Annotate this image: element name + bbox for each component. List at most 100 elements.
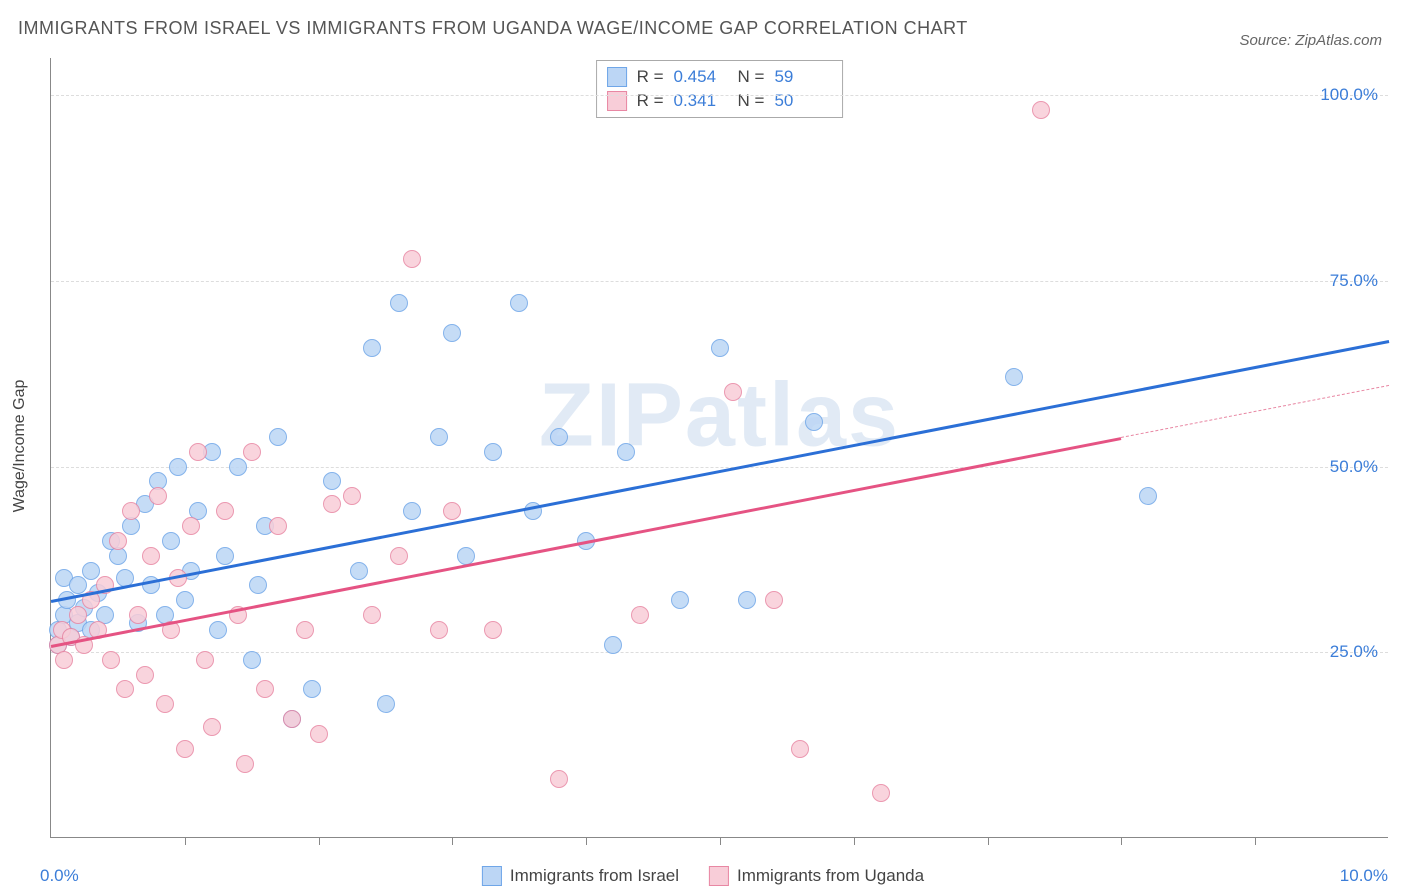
scatter-point xyxy=(283,710,301,728)
scatter-point xyxy=(303,680,321,698)
n-value: 59 xyxy=(774,67,828,87)
y-tick-label: 100.0% xyxy=(1320,85,1378,105)
scatter-point xyxy=(129,606,147,624)
y-tick-label: 75.0% xyxy=(1330,271,1378,291)
legend-stats: R = 0.454 N = 59 R = 0.341 N = 50 xyxy=(596,60,844,118)
y-axis-title: Wage/Income Gap xyxy=(11,380,29,513)
x-tick xyxy=(1255,837,1256,845)
x-tick xyxy=(854,837,855,845)
trend-line xyxy=(1121,385,1389,438)
n-value: 50 xyxy=(774,91,828,111)
scatter-point xyxy=(550,428,568,446)
scatter-point xyxy=(149,487,167,505)
legend-swatch xyxy=(607,91,627,111)
scatter-point xyxy=(136,666,154,684)
scatter-point xyxy=(162,532,180,550)
chart-title: IMMIGRANTS FROM ISRAEL VS IMMIGRANTS FRO… xyxy=(18,18,968,39)
scatter-point xyxy=(156,695,174,713)
scatter-point xyxy=(109,532,127,550)
scatter-point xyxy=(443,324,461,342)
plot-area: ZIPatlas R = 0.454 N = 59 R = 0.341 N = 50 25.0… xyxy=(50,58,1388,838)
n-label: N = xyxy=(738,91,765,111)
scatter-point xyxy=(203,718,221,736)
scatter-point xyxy=(209,621,227,639)
scatter-point xyxy=(122,502,140,520)
scatter-point xyxy=(189,443,207,461)
scatter-point xyxy=(671,591,689,609)
legend-series: Immigrants from Israel Immigrants from Ug… xyxy=(482,866,924,886)
scatter-point xyxy=(443,502,461,520)
x-tick-label: 10.0% xyxy=(1340,866,1388,886)
scatter-point xyxy=(102,651,120,669)
r-label: R = xyxy=(637,67,664,87)
scatter-point xyxy=(738,591,756,609)
scatter-point xyxy=(69,576,87,594)
scatter-point xyxy=(711,339,729,357)
gridline xyxy=(51,281,1388,282)
scatter-point xyxy=(550,770,568,788)
scatter-point xyxy=(631,606,649,624)
scatter-point xyxy=(617,443,635,461)
x-tick xyxy=(988,837,989,845)
scatter-point xyxy=(269,517,287,535)
x-tick xyxy=(1121,837,1122,845)
scatter-point xyxy=(116,680,134,698)
scatter-point xyxy=(296,621,314,639)
legend-stat-row: R = 0.454 N = 59 xyxy=(607,65,829,89)
scatter-point xyxy=(310,725,328,743)
scatter-point xyxy=(323,495,341,513)
x-tick xyxy=(185,837,186,845)
scatter-point xyxy=(403,250,421,268)
legend-swatch xyxy=(709,866,729,886)
scatter-point xyxy=(765,591,783,609)
scatter-point xyxy=(1005,368,1023,386)
scatter-point xyxy=(510,294,528,312)
legend-label: Immigrants from Israel xyxy=(510,866,679,886)
scatter-point xyxy=(363,606,381,624)
source-credit: Source: ZipAtlas.com xyxy=(1239,32,1382,49)
scatter-point xyxy=(377,695,395,713)
gridline xyxy=(51,95,1388,96)
legend-swatch xyxy=(607,67,627,87)
x-tick xyxy=(720,837,721,845)
scatter-point xyxy=(791,740,809,758)
scatter-point xyxy=(724,383,742,401)
scatter-point xyxy=(182,517,200,535)
gridline xyxy=(51,467,1388,468)
y-tick-label: 25.0% xyxy=(1330,642,1378,662)
scatter-point xyxy=(176,591,194,609)
trend-line xyxy=(51,340,1389,602)
scatter-point xyxy=(484,621,502,639)
scatter-point xyxy=(69,606,87,624)
scatter-point xyxy=(872,784,890,802)
scatter-point xyxy=(256,680,274,698)
legend-label: Immigrants from Uganda xyxy=(737,866,924,886)
x-tick xyxy=(586,837,587,845)
scatter-point xyxy=(216,547,234,565)
n-label: N = xyxy=(738,67,765,87)
scatter-point xyxy=(55,651,73,669)
r-label: R = xyxy=(637,91,664,111)
watermark: ZIPatlas xyxy=(539,365,900,468)
scatter-point xyxy=(229,458,247,476)
scatter-point xyxy=(269,428,287,446)
scatter-point xyxy=(430,428,448,446)
scatter-point xyxy=(176,740,194,758)
scatter-point xyxy=(805,413,823,431)
scatter-point xyxy=(403,502,421,520)
scatter-point xyxy=(350,562,368,580)
scatter-point xyxy=(1032,101,1050,119)
scatter-point xyxy=(196,651,214,669)
legend-item: Immigrants from Israel xyxy=(482,866,679,886)
legend-swatch xyxy=(482,866,502,886)
x-tick xyxy=(452,837,453,845)
scatter-point xyxy=(82,562,100,580)
scatter-point xyxy=(484,443,502,461)
scatter-point xyxy=(604,636,622,654)
legend-stat-row: R = 0.341 N = 50 xyxy=(607,89,829,113)
scatter-point xyxy=(363,339,381,357)
y-tick-label: 50.0% xyxy=(1330,457,1378,477)
scatter-point xyxy=(243,651,261,669)
r-value: 0.454 xyxy=(674,67,728,87)
r-value: 0.341 xyxy=(674,91,728,111)
